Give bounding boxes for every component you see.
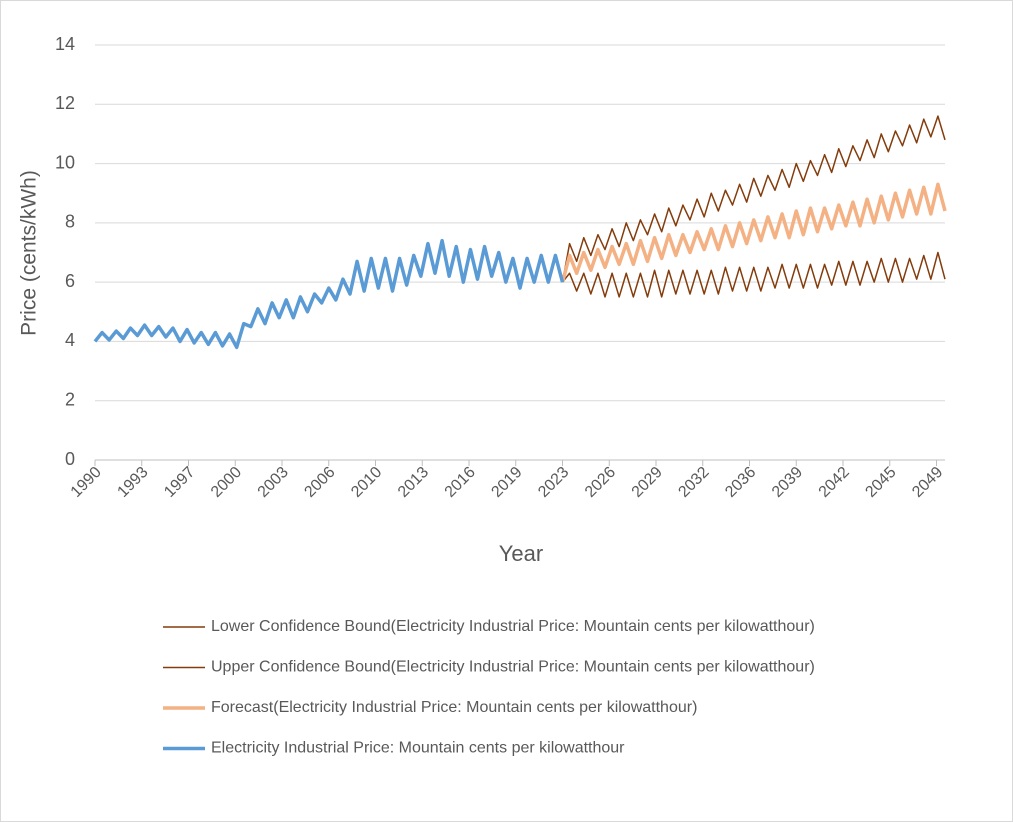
- y-tick-label: 14: [55, 34, 75, 54]
- series-line: [561, 115, 946, 283]
- legend-label: Lower Confidence Bound(Electricity Indus…: [211, 618, 815, 635]
- y-tick-label: 12: [55, 93, 75, 113]
- series-line: [560, 182, 947, 283]
- x-axis-label: Year: [499, 541, 543, 566]
- y-tick-label: 2: [65, 389, 75, 409]
- legend-label: Upper Confidence Bound(Electricity Indus…: [211, 659, 815, 676]
- y-tick-label: 8: [65, 212, 75, 232]
- series-line: [561, 251, 946, 298]
- legend-label: Electricity Industrial Price: Mountain c…: [211, 740, 625, 757]
- series-line: [93, 238, 565, 350]
- y-tick-label: 0: [65, 449, 75, 469]
- y-tick-label: 4: [65, 330, 75, 350]
- y-tick-label: 10: [55, 152, 75, 172]
- y-tick-label: 6: [65, 271, 75, 291]
- legend-label: Forecast(Electricity Industrial Price: M…: [211, 699, 697, 716]
- y-axis-label: Price (cents/kWh): [18, 170, 41, 336]
